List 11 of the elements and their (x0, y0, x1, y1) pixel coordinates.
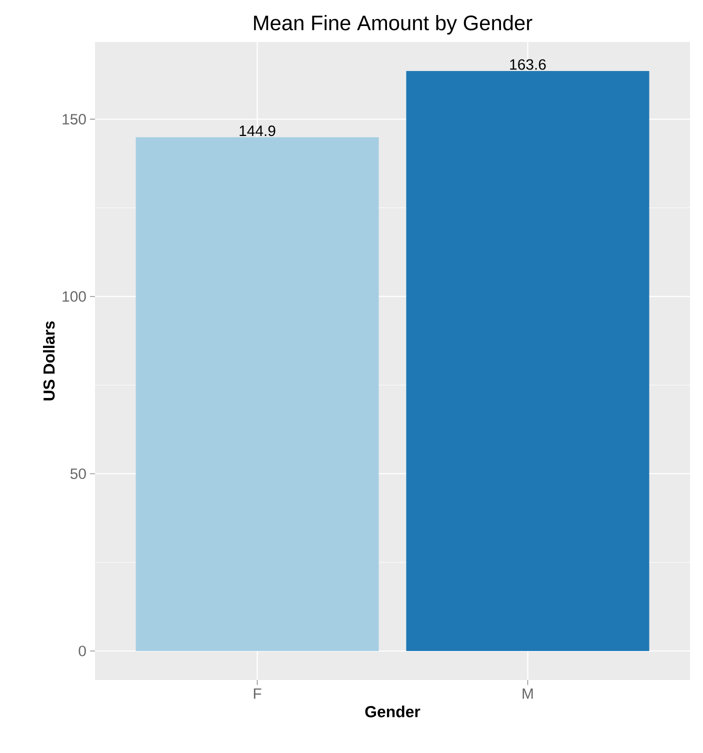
y-axis-title: US Dollars (43, 321, 55, 400)
x-axis-title: Gender (365, 706, 420, 718)
y-tick-label: 0 (78, 646, 86, 656)
y-tick-label: 50 (70, 468, 86, 480)
data-label: 163.6 (510, 59, 546, 70)
chart-title: Mean Fine Amount by Gender (254, 14, 532, 34)
y-tick-label: 150 (62, 114, 86, 124)
x-tick-label: M (522, 688, 533, 699)
data-label: 144.9 (240, 126, 276, 136)
x-tick-label: F (254, 688, 262, 699)
y-tick-label: 100 (62, 291, 86, 302)
